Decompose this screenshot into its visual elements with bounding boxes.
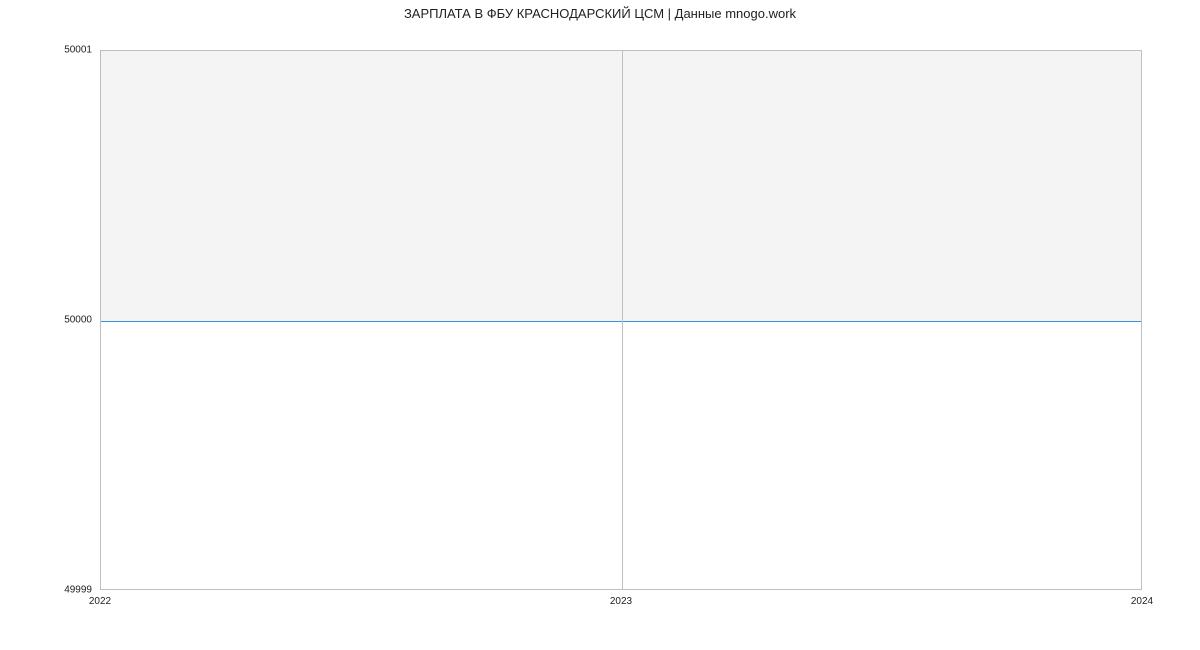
salary-chart: ЗАРПЛАТА В ФБУ КРАСНОДАРСКИЙ ЦСМ | Данны… — [0, 0, 1200, 650]
x-gridline — [622, 51, 623, 589]
series-fill — [101, 51, 1141, 321]
x-tick-label: 2024 — [1131, 596, 1153, 607]
y-tick-label: 50001 — [0, 45, 92, 56]
chart-title: ЗАРПЛАТА В ФБУ КРАСНОДАРСКИЙ ЦСМ | Данны… — [0, 6, 1200, 21]
y-tick-label: 50000 — [0, 315, 92, 326]
y-tick-label: 49999 — [0, 585, 92, 596]
plot-area — [100, 50, 1142, 590]
x-tick-label: 2022 — [89, 596, 111, 607]
x-tick-label: 2023 — [610, 596, 632, 607]
series-line — [101, 321, 1141, 322]
